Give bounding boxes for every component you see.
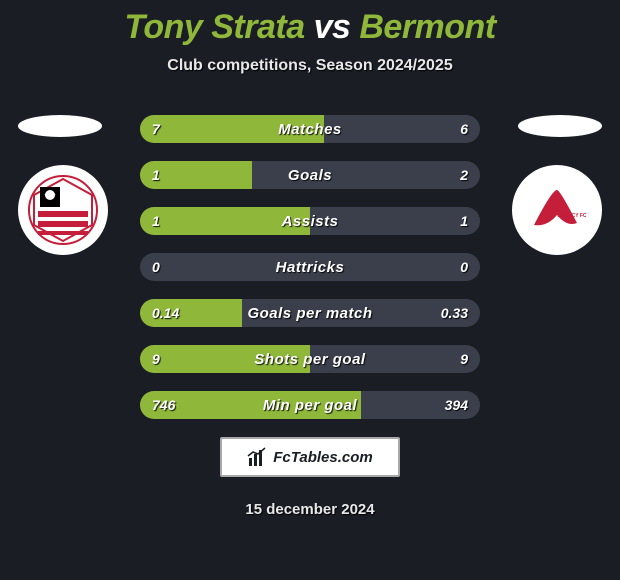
- stat-label: Hattricks: [140, 253, 480, 281]
- stat-label: Min per goal: [140, 391, 480, 419]
- player1-name: Tony Strata: [124, 8, 304, 46]
- stat-row: 12Goals: [140, 161, 480, 189]
- annecy-emblem-icon: ANNECY FC: [522, 175, 592, 245]
- stat-label: Assists: [140, 207, 480, 235]
- ajaccio-emblem-icon: [28, 175, 98, 245]
- stat-row: 76Matches: [140, 115, 480, 143]
- stat-label: Goals: [140, 161, 480, 189]
- player2-flag: [518, 115, 602, 137]
- subtitle: Club competitions, Season 2024/2025: [0, 57, 620, 75]
- stat-row: 11Assists: [140, 207, 480, 235]
- date-text: 15 december 2024: [0, 501, 620, 518]
- stats-bars: 76Matches 12Goals 11Assists 00Hattricks 0.14…: [140, 115, 480, 419]
- stat-row: 0.140.33Goals per match: [140, 299, 480, 327]
- chart-icon: [247, 446, 269, 468]
- stat-row: 746394Min per goal: [140, 391, 480, 419]
- player1-flag: [18, 115, 102, 137]
- player2-club-logo: ANNECY FC: [512, 165, 602, 255]
- svg-text:ANNECY FC: ANNECY FC: [557, 213, 586, 219]
- stat-row: 00Hattricks: [140, 253, 480, 281]
- stat-label: Matches: [140, 115, 480, 143]
- brand-text: FcTables.com: [273, 449, 372, 466]
- vs-text: vs: [314, 8, 351, 46]
- content-area: ANNECY FC 76Matches 12Goals 11Assists 00Hat…: [0, 115, 620, 419]
- comparison-title: Tony Strata vs Bermont: [0, 0, 620, 47]
- brand-badge: FcTables.com: [220, 437, 400, 477]
- stat-label: Goals per match: [140, 299, 480, 327]
- player1-club-logo: [18, 165, 108, 255]
- player2-name: Bermont: [359, 8, 495, 46]
- stat-row: 99Shots per goal: [140, 345, 480, 373]
- stat-label: Shots per goal: [140, 345, 480, 373]
